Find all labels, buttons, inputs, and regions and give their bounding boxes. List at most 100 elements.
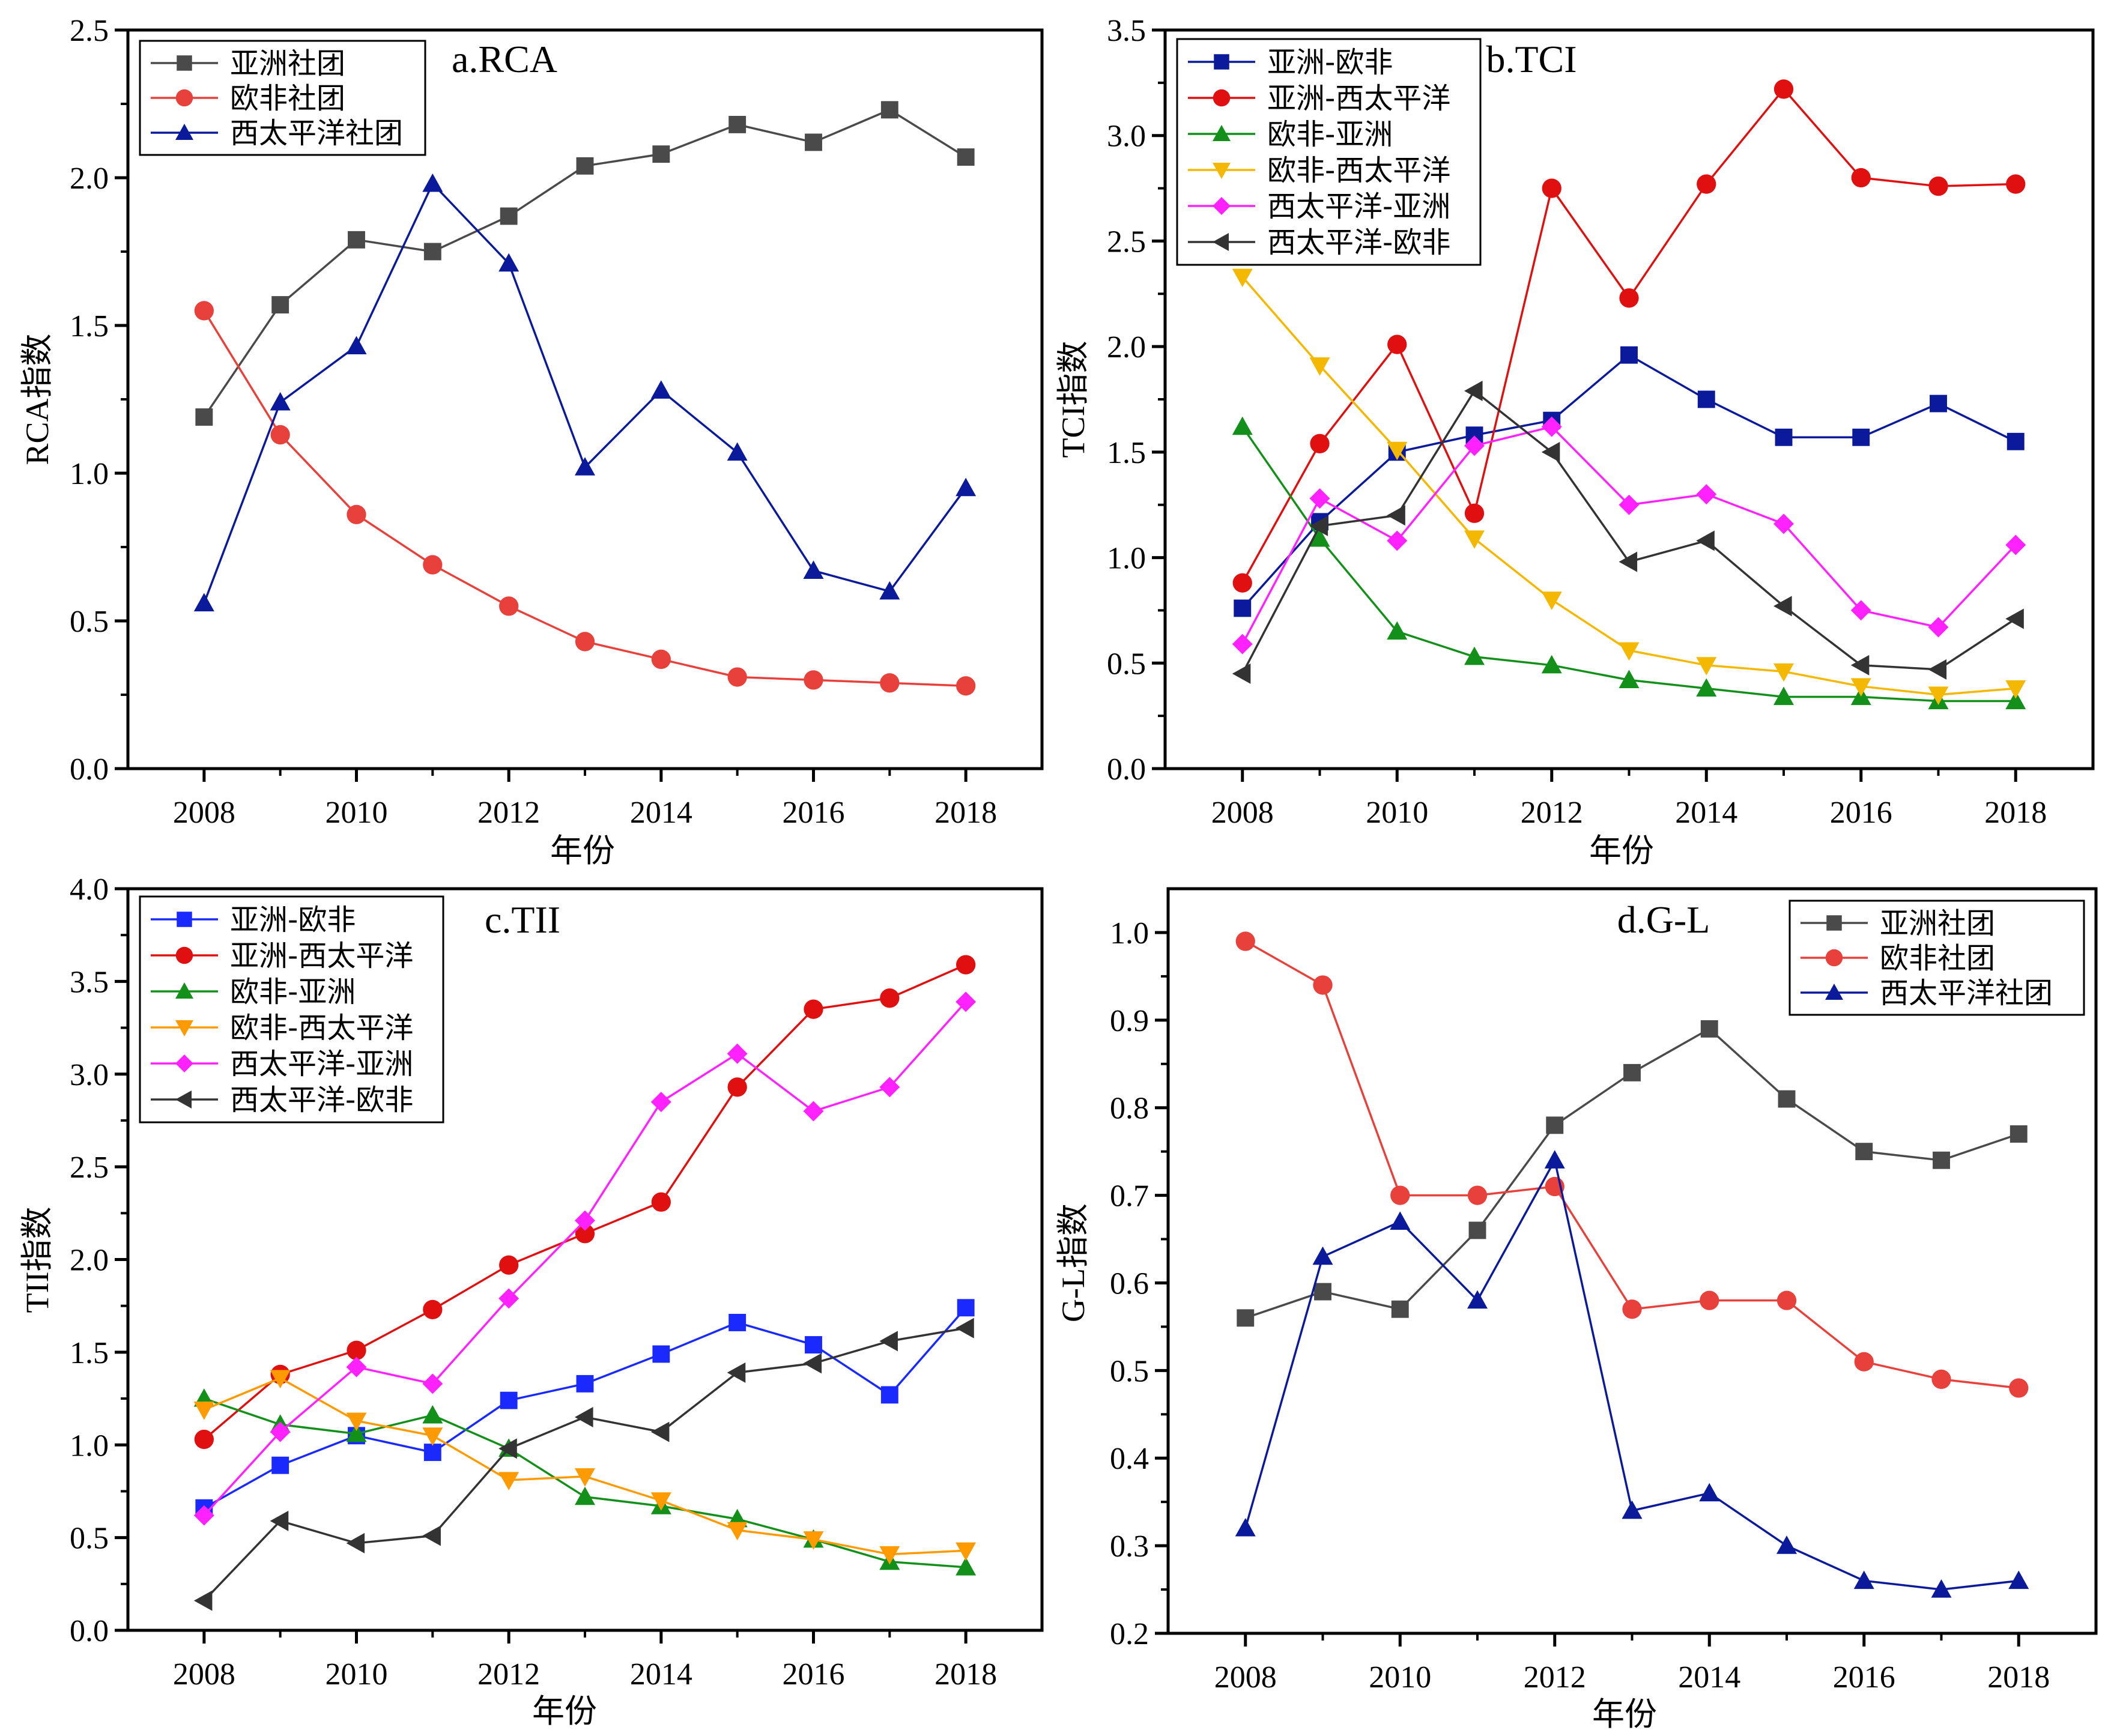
x-axis-label: 年份	[1589, 832, 1654, 866]
legend-box	[139, 895, 444, 1124]
legend-marker	[177, 912, 192, 927]
data-point-4-6	[1696, 484, 1717, 505]
data-point-3-1	[1309, 357, 1330, 376]
y-tick-label: 0.0	[70, 1614, 109, 1648]
data-point-5-8	[1850, 655, 1870, 676]
data-point-3-5	[1619, 642, 1640, 661]
x-tick-label: 2012	[477, 1657, 540, 1692]
data-point-1-2	[1390, 1185, 1410, 1205]
legend-marker	[1213, 89, 1231, 107]
y-axis: 0.2 0.3 0.4 0.5 0.6 0.7 0.8 0.9 1.0	[1110, 916, 1168, 1651]
legend-label: 亚洲-西太平洋	[230, 939, 413, 973]
data-point-3-8	[1850, 678, 1871, 697]
legend-marker	[177, 55, 192, 71]
data-point-0-2	[348, 231, 365, 249]
data-point-1-9	[880, 673, 900, 693]
data-point-1-6	[651, 1192, 671, 1212]
legend-label: 欧非社团	[230, 82, 345, 115]
x-tick-label: 2016	[783, 1657, 845, 1692]
data-point-5-1	[1309, 515, 1328, 536]
y-tick-label: 2.0	[70, 162, 109, 196]
y-axis-label: TII指数	[19, 1207, 55, 1313]
chart-panel-tii: 0.0 0.5 1.0 1.5 2.0 2.5 3.0 3.5 4.0 2008 2010 2012…	[0, 866, 1051, 1733]
data-point-0-10	[2007, 432, 2025, 450]
data-point-0-9	[1930, 395, 1947, 413]
legend-marker	[1214, 54, 1229, 70]
chart-title: b.TCI	[1486, 38, 1576, 80]
data-point-4-8	[803, 1101, 824, 1122]
series-layer	[1235, 931, 2029, 1598]
series-layer	[193, 101, 977, 696]
y-tick-label: 0.9	[1110, 1004, 1149, 1038]
series-line-2	[1244, 1157, 2019, 1591]
x-axis: 2008 2010 2012 2014 2016 2018	[1211, 769, 2047, 830]
data-point-1-3	[1467, 1185, 1488, 1205]
x-tick-label: 2008	[173, 1657, 235, 1692]
data-point-4-6	[650, 1092, 671, 1113]
data-point-4-7	[727, 1043, 748, 1064]
data-point-0-7	[728, 115, 747, 133]
data-point-2-6	[1696, 678, 1717, 697]
data-point-0-9	[1933, 1151, 1950, 1169]
data-point-1-10	[2009, 1378, 2029, 1398]
data-point-3-9	[1928, 686, 1949, 705]
y-axis: 0.0 0.5 1.0 1.5 2.0 2.5 3.0 3.5	[1107, 14, 1165, 787]
data-point-5-9	[1928, 659, 1947, 680]
legend-label: 亚洲-欧非	[230, 903, 356, 937]
data-point-4-5	[1619, 494, 1640, 515]
rca-chart: 0.00.51.01.52.02.5 2008 2010 2012 2014 2016 2…	[19, 14, 1044, 870]
data-point-0-6	[652, 1345, 670, 1363]
y-tick-label: 2.5	[70, 1151, 109, 1185]
x-tick-label: 2010	[1366, 796, 1428, 830]
data-point-4-10	[2005, 534, 2026, 555]
data-point-1-9	[1931, 1369, 1951, 1390]
data-point-3-2	[346, 1412, 367, 1432]
y-tick-label: 1.5	[1107, 436, 1146, 470]
y-tick-label: 1.0	[1107, 542, 1146, 576]
data-point-1-5	[1619, 288, 1639, 308]
data-point-4-9	[879, 1077, 900, 1098]
data-point-5-6	[650, 1421, 670, 1442]
y-tick-label: 3.0	[70, 1058, 109, 1092]
legend-marker	[175, 1090, 192, 1108]
data-point-2-0	[1235, 1517, 1256, 1537]
data-point-0-6	[1697, 390, 1715, 408]
legend-marker	[1825, 984, 1843, 1000]
data-point-2-5	[1619, 670, 1640, 688]
data-point-1-1	[1310, 434, 1330, 453]
data-point-2-0	[1232, 416, 1253, 435]
data-point-4-2	[346, 1356, 367, 1378]
data-point-2-2	[1390, 1211, 1411, 1230]
y-tick-label: 1.5	[70, 1336, 109, 1370]
tci-chart: 0.0 0.5 1.0 1.5 2.0 2.5 3.0 3.5 2008 2010 2012 201…	[1055, 14, 2095, 870]
data-point-1-3	[423, 555, 443, 575]
data-point-1-8	[804, 670, 823, 690]
data-point-1-0	[194, 1429, 214, 1450]
y-tick-label: 0.2	[1110, 1617, 1149, 1651]
data-point-0-3	[423, 1444, 441, 1462]
data-point-2-2	[1387, 621, 1408, 640]
legend-marker	[1213, 197, 1231, 215]
data-point-0-8	[1852, 428, 1870, 446]
y-tick-label: 1.5	[70, 309, 109, 343]
data-point-1-2	[347, 1340, 366, 1360]
data-point-3-10	[956, 1542, 977, 1561]
legend-label: 亚洲-西太平洋	[1267, 82, 1450, 115]
x-tick-label: 2018	[934, 1657, 997, 1692]
data-point-2-7	[727, 442, 748, 461]
data-point-4-9	[1928, 617, 1949, 638]
x-tick-label: 2010	[326, 1657, 388, 1692]
data-point-3-3	[1464, 530, 1485, 549]
legend-marker	[1825, 949, 1843, 967]
y-tick-label: 3.0	[1107, 119, 1146, 154]
y-axis-label: G-L指数	[1055, 1203, 1091, 1322]
legend-marker	[1213, 163, 1231, 179]
data-point-2-4	[498, 253, 519, 272]
y-tick-label: 0.5	[1110, 1354, 1149, 1388]
legend-marker	[175, 1020, 193, 1036]
y-tick-label: 0.5	[70, 1522, 109, 1556]
data-point-0-10	[957, 148, 975, 166]
data-point-2-5	[1622, 1500, 1643, 1519]
data-point-0-4	[500, 1391, 518, 1409]
